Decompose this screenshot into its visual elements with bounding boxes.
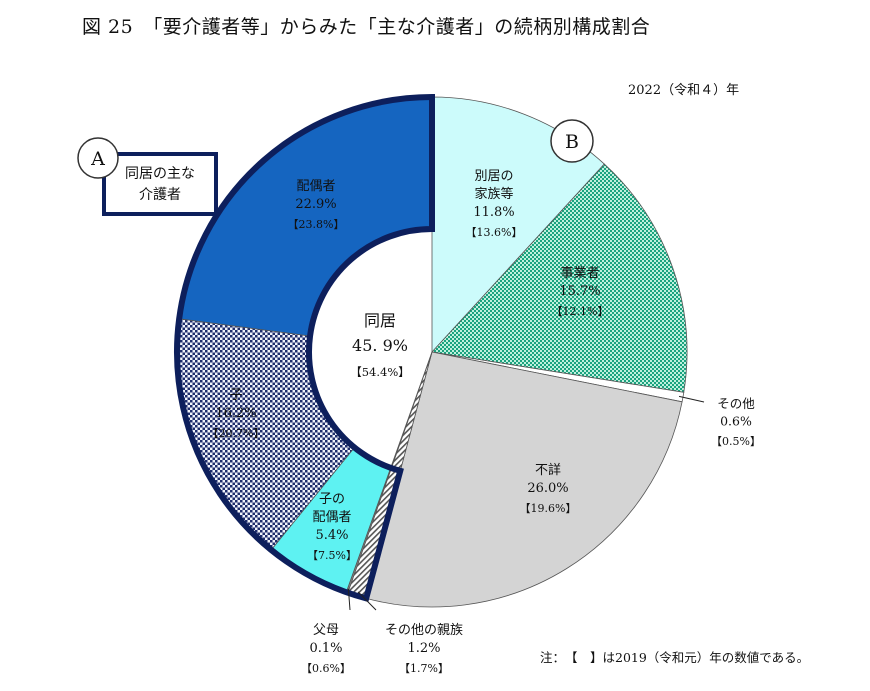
slice-name-text: 事業者 xyxy=(560,265,599,281)
slice-name-text: その他 xyxy=(717,396,755,411)
slice-prev-text: 【20.7%】 xyxy=(208,427,265,440)
slice-prev-text: 【13.6%】 xyxy=(466,226,523,239)
slice-value-text: 0.1% xyxy=(309,641,342,656)
slice-value-text: 22.9% xyxy=(295,197,336,212)
leader-line-other xyxy=(678,395,705,403)
slice-value-text: 1.2% xyxy=(407,641,440,656)
slice-prev-text: 【19.6%】 xyxy=(520,502,577,515)
slice-label-child: 子 16.2% 【20.7%】 xyxy=(208,388,265,440)
slice-name-text: 子の xyxy=(319,492,345,507)
slice-prev-text: 【0.5%】 xyxy=(711,435,761,448)
slice-prev-text: 【12.1%】 xyxy=(552,305,609,318)
leader-lines xyxy=(347,395,705,611)
slice-label-other: その他 0.6% 【0.5%】 xyxy=(711,396,761,448)
slice-prev-text: 【23.8%】 xyxy=(288,218,345,231)
slice-label-spouse: 配偶者 22.9% 【23.8%】 xyxy=(288,179,345,231)
slice-prev-text: 【7.5%】 xyxy=(307,549,357,562)
slice-name-text: 不詳 xyxy=(535,462,561,478)
pie-slice-business xyxy=(431,163,688,393)
pie-slice-unknown xyxy=(365,351,683,608)
pie-slice-separate xyxy=(431,96,605,354)
center-prev: 【54.4%】 xyxy=(350,365,410,379)
callout-b: B xyxy=(550,119,594,163)
callout-a: 同居の主な 介護者 A xyxy=(77,137,218,216)
callout-a-line1: 同居の主な xyxy=(125,166,195,182)
slice-name-text: 父母 xyxy=(313,623,339,638)
slice-value-text: 11.8% xyxy=(473,205,514,220)
footnote: 注： 【 】は2019（令和元）年の数値である。 xyxy=(540,650,809,665)
slice-label-unknown: 不詳 26.0% 【19.6%】 xyxy=(520,462,577,515)
slice-name-text: 別居の xyxy=(474,169,513,184)
callout-a-circle xyxy=(77,137,119,179)
slice-name-text: 配偶者 xyxy=(312,510,351,525)
leader-line-parent xyxy=(347,588,351,611)
slice-name-text: 家族等 xyxy=(474,186,513,202)
callout-a-line2: 介護者 xyxy=(139,187,181,203)
center-label: 同居 xyxy=(364,311,396,330)
chart-title: 図 25 「要介護者等」からみた「主な介護者」の続柄別構成割合 xyxy=(82,16,651,38)
slice-label-parent: 父母 0.1% 【0.6%】 xyxy=(301,623,351,675)
year-label: 2022（令和４）年 xyxy=(628,83,739,98)
callout-b-letter: B xyxy=(565,131,579,153)
slice-value-text: 0.6% xyxy=(720,414,752,429)
center-value: 45. 9% xyxy=(352,336,408,355)
slice-value-text: 15.7% xyxy=(559,284,600,299)
cohabiting-outline xyxy=(174,93,435,603)
slice-label-business: 事業者 15.7% 【12.1%】 xyxy=(552,265,609,318)
slice-name-text: 配偶者 xyxy=(296,179,335,194)
slice-name-text: その他の親族 xyxy=(385,622,463,638)
slice-prev-text: 【0.6%】 xyxy=(301,662,351,675)
callout-a-letter: A xyxy=(90,148,105,170)
slice-name-text: 子 xyxy=(229,388,242,403)
slice-value-text: 26.0% xyxy=(527,481,568,496)
leader-line-other-rel xyxy=(357,591,377,611)
callout-b-circle xyxy=(550,119,594,163)
slice-value-text: 5.4% xyxy=(315,528,348,543)
callout-a-box xyxy=(102,152,218,216)
slice-prev-text: 【1.7%】 xyxy=(399,662,449,675)
cohabiting-outline-path xyxy=(174,93,435,603)
slice-label-other-rel: その他の親族 1.2% 【1.7%】 xyxy=(385,622,463,675)
slice-value-text: 16.2% xyxy=(215,406,256,421)
